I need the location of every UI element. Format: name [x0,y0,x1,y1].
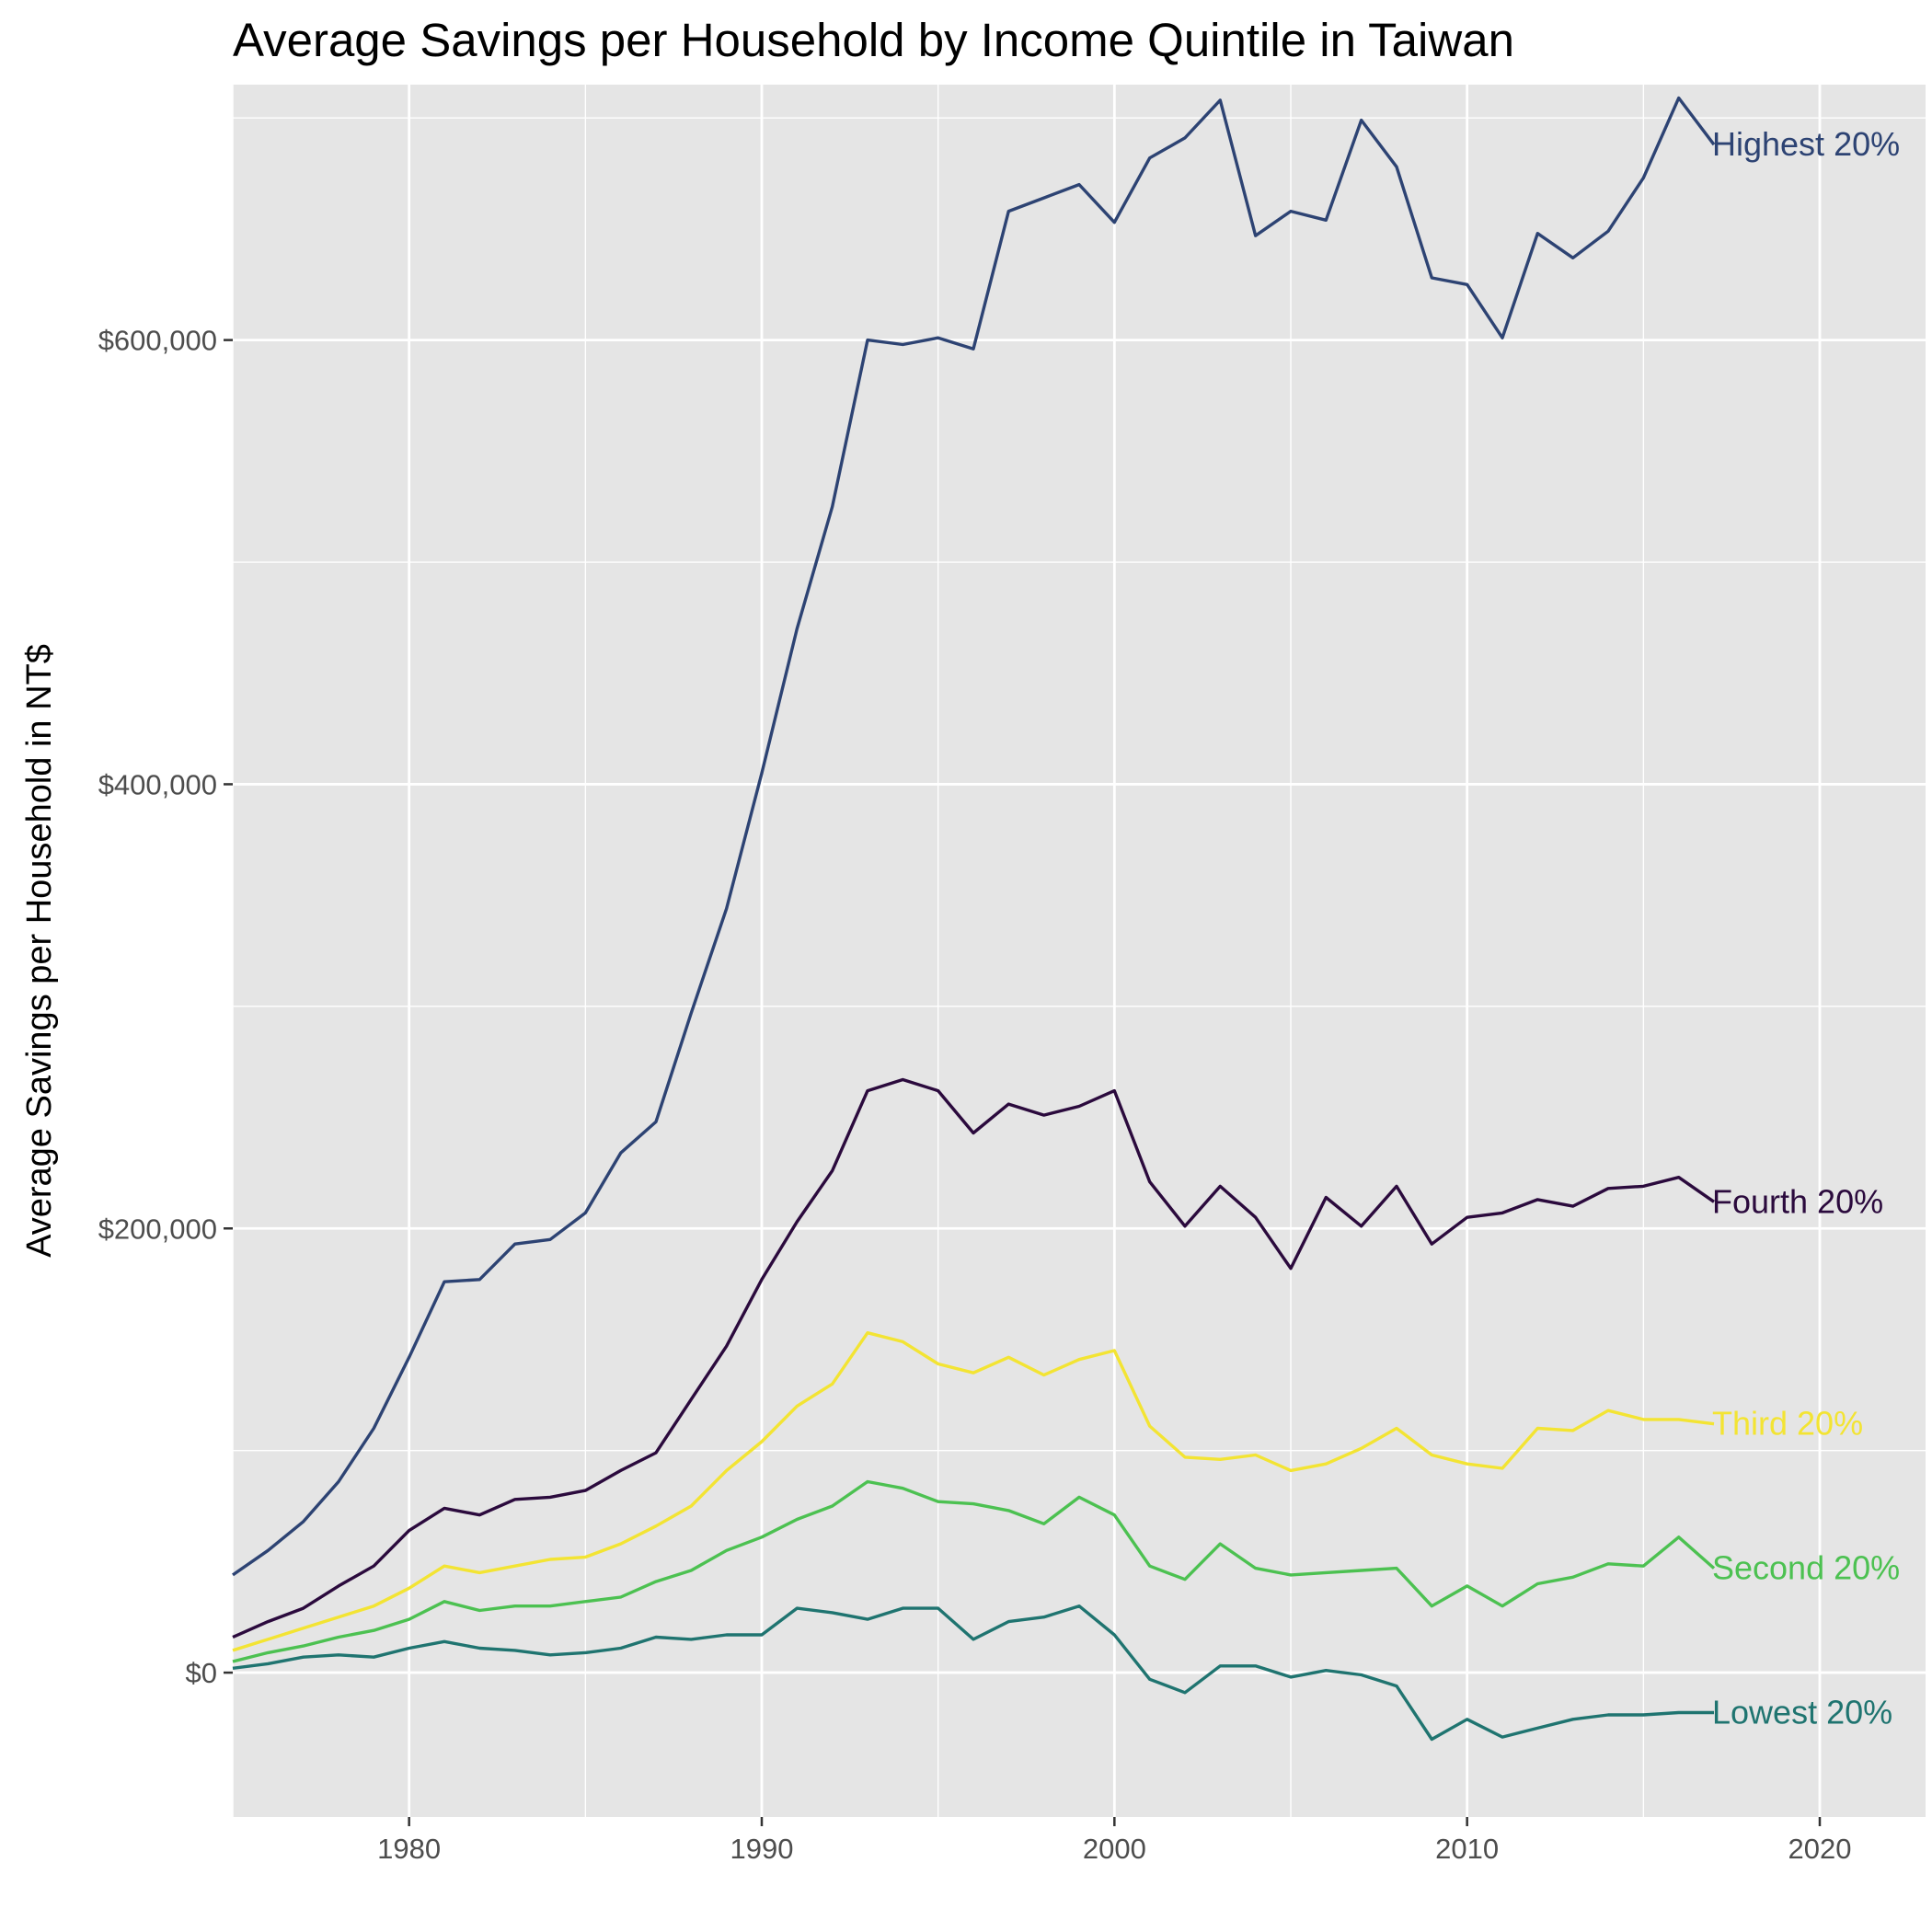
series-label-second-20: Second 20% [1712,1549,1900,1587]
x-tick-label: 2020 [1788,1833,1852,1865]
plot-panel [233,85,1926,1817]
chart-title: Average Savings per Household by Income … [233,14,1514,66]
axes: 1980 1990 2000 2010 2020 $0 $200,000 $400,000 $6… [20,325,1851,1865]
grid-lines [232,85,1926,1817]
x-tick-label: 1990 [730,1833,794,1865]
y-tick-label: $400,000 [98,768,217,800]
y-tick-label: $600,000 [98,325,217,357]
series-line-second-20 [232,1479,1716,1663]
x-tick-label: 1980 [377,1833,441,1865]
series-line-third-20 [232,1330,1715,1652]
series-line-lowest-20 [232,1604,1714,1742]
series-label-fourth-20: Fourth 20% [1712,1182,1883,1220]
series-line-highest-20 [232,96,1716,1577]
plot-background [233,85,1926,1817]
series-label-third-20: Third 20% [1712,1405,1863,1443]
series-label-lowest-20: Lowest 20% [1712,1694,1892,1731]
y-tick-label: $200,000 [98,1213,217,1245]
series-line-fourth-20 [232,1077,1715,1639]
x-tick-label: 2000 [1083,1833,1146,1865]
series-labels: Highest 20% Fourth 20% Third 20% Second 20%… [1712,125,1900,1731]
x-tick-label: 2010 [1435,1833,1499,1865]
y-tick-label: $0 [186,1657,217,1689]
series-lines [232,96,1716,1742]
y-axis-title: Average Savings per Household in NT$ [20,644,59,1258]
series-label-highest-20: Highest 20% [1712,125,1900,163]
